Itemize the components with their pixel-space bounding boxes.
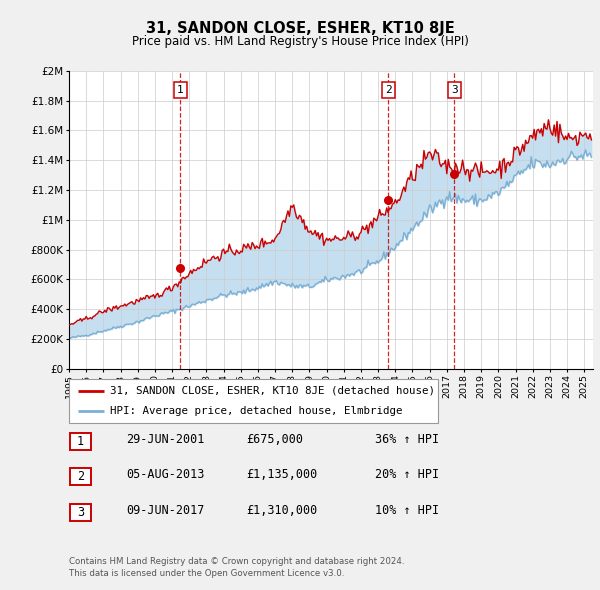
Text: 2: 2 (77, 470, 84, 483)
Text: Contains HM Land Registry data © Crown copyright and database right 2024.: Contains HM Land Registry data © Crown c… (69, 557, 404, 566)
Text: £1,310,000: £1,310,000 (246, 504, 317, 517)
Text: £1,135,000: £1,135,000 (246, 468, 317, 481)
Text: 1: 1 (177, 85, 184, 95)
Text: 3: 3 (451, 85, 458, 95)
Text: 20% ↑ HPI: 20% ↑ HPI (375, 468, 439, 481)
Text: 3: 3 (77, 506, 84, 519)
Bar (70, 433, 91, 450)
Text: 31, SANDON CLOSE, ESHER, KT10 8JE: 31, SANDON CLOSE, ESHER, KT10 8JE (146, 21, 454, 36)
Text: 05-AUG-2013: 05-AUG-2013 (126, 468, 205, 481)
Text: 29-JUN-2001: 29-JUN-2001 (126, 433, 205, 446)
Text: 09-JUN-2017: 09-JUN-2017 (126, 504, 205, 517)
Text: HPI: Average price, detached house, Elmbridge: HPI: Average price, detached house, Elmb… (110, 406, 402, 416)
Text: 2: 2 (385, 85, 392, 95)
Text: Price paid vs. HM Land Registry's House Price Index (HPI): Price paid vs. HM Land Registry's House … (131, 35, 469, 48)
FancyBboxPatch shape (69, 379, 438, 423)
Text: 1: 1 (77, 435, 84, 448)
Text: 31, SANDON CLOSE, ESHER, KT10 8JE (detached house): 31, SANDON CLOSE, ESHER, KT10 8JE (detac… (110, 386, 434, 396)
Text: £675,000: £675,000 (246, 433, 303, 446)
Text: 36% ↑ HPI: 36% ↑ HPI (375, 433, 439, 446)
Text: 10% ↑ HPI: 10% ↑ HPI (375, 504, 439, 517)
Bar (70, 468, 91, 485)
Text: This data is licensed under the Open Government Licence v3.0.: This data is licensed under the Open Gov… (69, 569, 344, 578)
Bar (70, 504, 91, 520)
